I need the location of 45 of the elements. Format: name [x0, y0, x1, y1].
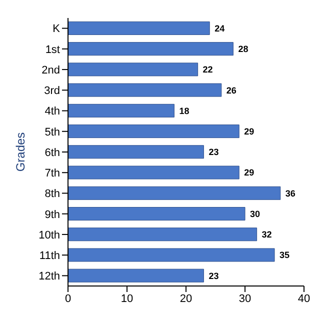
x-tick-label: 30 [238, 292, 252, 305]
data-label: 36 [285, 188, 296, 198]
y-tick-label: 8th [44, 188, 60, 200]
x-tick-label: 40 [298, 292, 310, 305]
bar [68, 62, 198, 76]
data-label: 22 [202, 64, 213, 75]
bar [68, 42, 234, 56]
x-tick-label: 20 [180, 292, 192, 305]
y-tick-label: 1st [45, 44, 60, 56]
bar [68, 268, 204, 282]
bar [68, 145, 204, 159]
bar [68, 248, 275, 262]
data-label: 26 [226, 85, 236, 96]
x-tick-label: 0 [64, 292, 72, 305]
y-tick-label: 10th [38, 229, 60, 242]
data-label: 29 [244, 168, 254, 178]
y-tick-label: 4th [44, 106, 60, 118]
y-tick-label: 2nd [42, 64, 60, 76]
bar [68, 21, 210, 35]
bar [68, 83, 222, 97]
y-tick-label: 7th [44, 168, 60, 180]
bar [68, 166, 240, 180]
bar [68, 207, 246, 220]
data-label: 18 [179, 106, 190, 116]
data-label: 30 [250, 208, 260, 219]
y-tick-label: 6th [44, 146, 60, 159]
data-label: 23 [208, 270, 219, 281]
y-axis-title: Grades [13, 132, 28, 172]
y-tick-label: 9th [44, 208, 60, 221]
x-tick-label: 10 [120, 292, 134, 305]
y-tick-label: 3rd [44, 85, 60, 98]
y-tick-label: 12th [38, 270, 60, 283]
bar [68, 186, 281, 200]
bar [68, 104, 174, 118]
data-label: 24 [214, 23, 225, 34]
y-tick-label: 11th [39, 250, 60, 262]
data-label: 32 [262, 230, 272, 240]
data-label: 29 [244, 126, 254, 136]
bar [68, 228, 258, 242]
y-tick-label: K [52, 23, 61, 36]
data-label: 35 [280, 250, 290, 260]
bar [68, 124, 240, 138]
y-tick-label: 5th [44, 126, 60, 138]
data-label: 23 [208, 147, 219, 158]
data-label: 28 [238, 44, 248, 54]
